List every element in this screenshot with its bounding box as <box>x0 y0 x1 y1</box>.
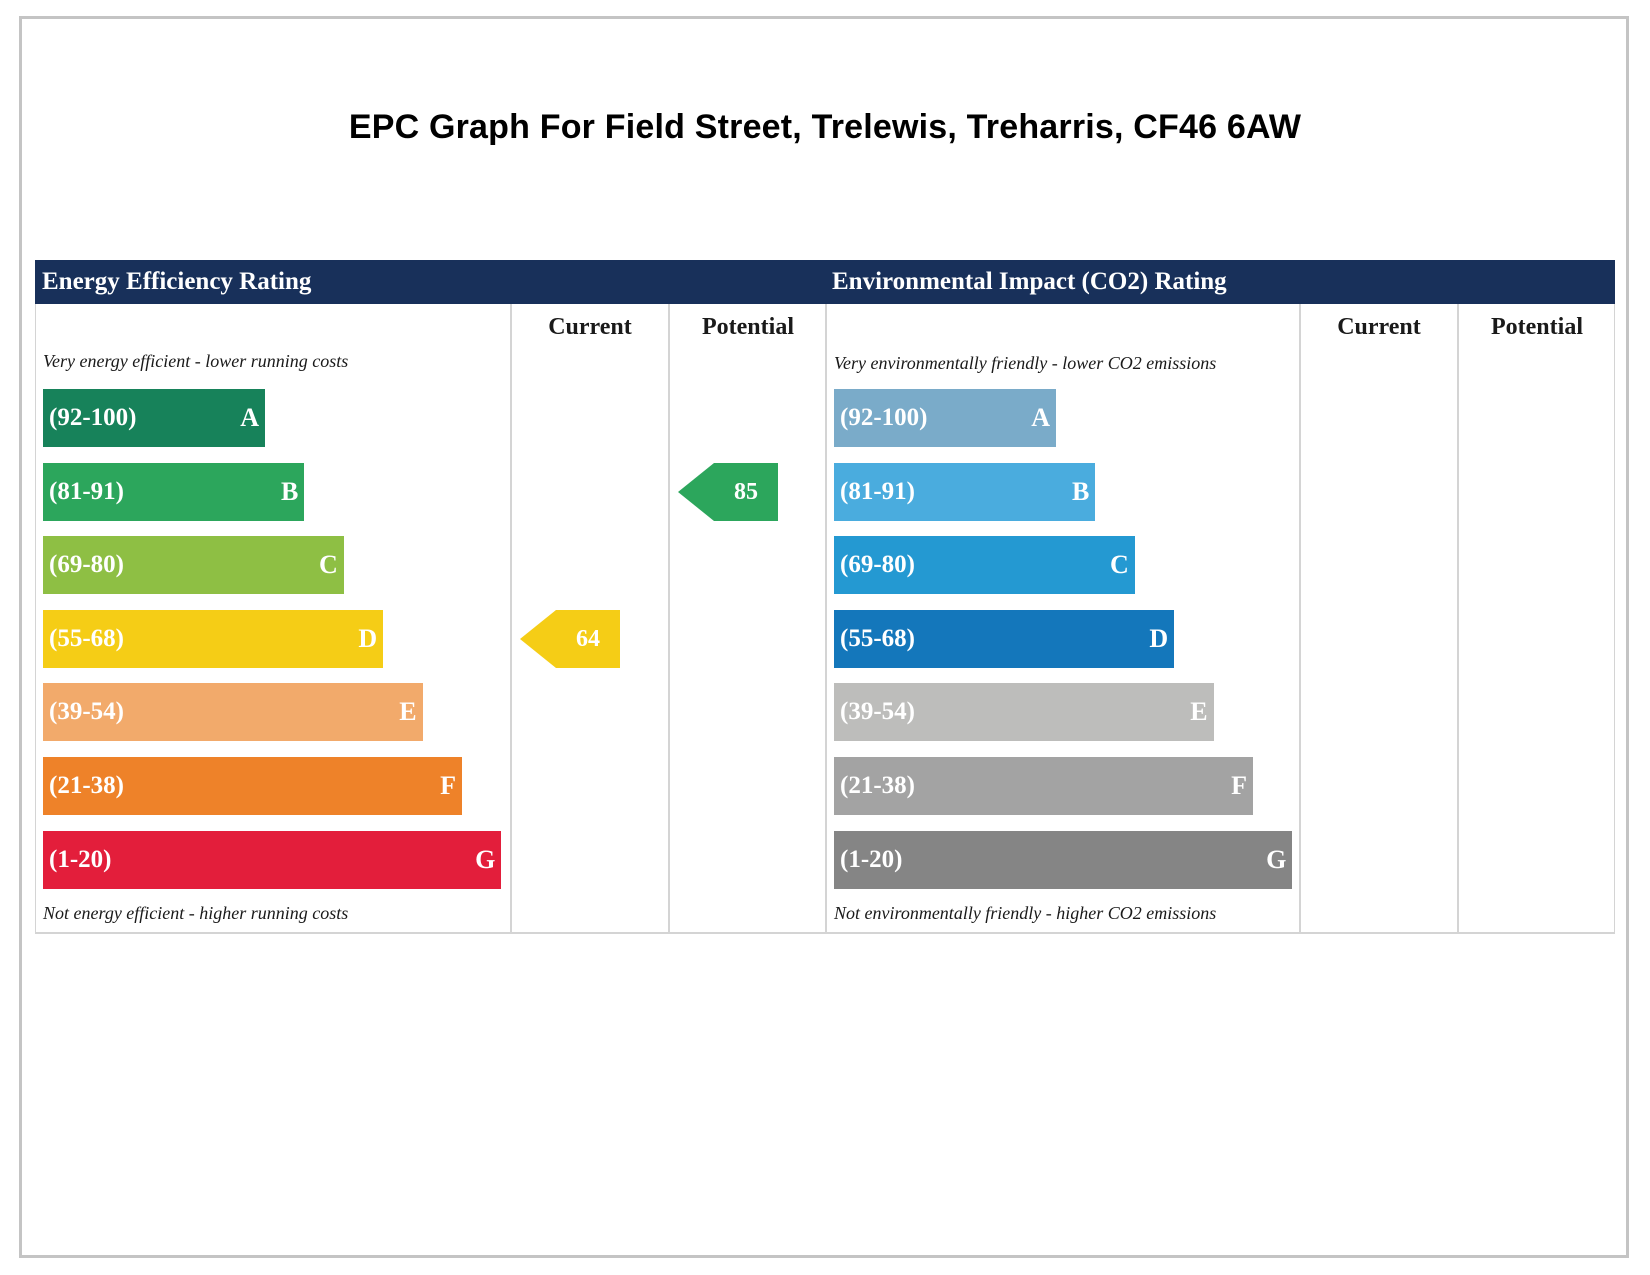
band-letter-label: A <box>1031 403 1050 432</box>
band-b: (81-91) B <box>43 462 305 521</box>
band-range-label: (81-91) <box>49 477 124 505</box>
current-column-divider <box>510 304 512 932</box>
band-range-label: (39-54) <box>840 698 915 726</box>
band-range-label: (21-38) <box>49 772 124 799</box>
bottom-note: Not environmentally friendly - higher CO… <box>834 903 1217 923</box>
band-e: (39-54) E <box>834 683 1214 742</box>
band-range-label: (69-80) <box>49 551 124 579</box>
potential-column-divider <box>1457 304 1459 932</box>
band-letter-label: C <box>1110 550 1129 580</box>
top-note: Very environmentally friendly - lower CO… <box>834 353 1217 373</box>
potential-arrow-shape <box>678 462 778 521</box>
band-letter-label: F <box>440 771 456 800</box>
energy-efficiency-panel: Current Potential Very energy efficient … <box>35 304 826 934</box>
band-letter-label: B <box>1072 476 1090 506</box>
potential-rating-value: 85 <box>734 478 758 505</box>
energy-efficiency-heading: Energy Efficiency Rating <box>42 268 312 295</box>
current-rating-value: 64 <box>576 625 600 652</box>
band-g: (1-20) G <box>43 830 502 889</box>
band-range-label: (55-68) <box>49 624 124 652</box>
potential-column-header: Potential <box>1491 314 1583 340</box>
bottom-note: Not energy efficient - higher running co… <box>43 903 349 923</box>
band-letter-label: D <box>1149 623 1169 653</box>
band-letter-label: G <box>475 844 496 874</box>
band-letter-label: E <box>399 697 417 727</box>
band-f: (21-38) F <box>834 757 1253 815</box>
band-f: (21-38) F <box>43 757 462 815</box>
band-range-label: (1-20) <box>840 845 903 873</box>
band-g: (1-20) G <box>834 830 1293 889</box>
band-letter-label: C <box>319 550 338 580</box>
band-range-label: (92-100) <box>840 404 928 431</box>
band-letter-label: B <box>281 476 299 506</box>
band-letter-label: E <box>1190 697 1208 727</box>
band-letter-label: G <box>1266 844 1287 874</box>
band-a: (92-100) A <box>43 389 265 447</box>
band-d: (55-68) D <box>834 609 1175 668</box>
potential-rating-arrow: 85 <box>678 462 778 521</box>
band-letter-label: F <box>1231 771 1247 800</box>
band-range-label: (81-91) <box>840 477 915 505</box>
current-arrow-shape <box>520 609 620 668</box>
header-bar: Energy Efficiency Rating Environmental I… <box>35 260 1615 304</box>
band-a: (92-100) A <box>834 389 1056 447</box>
potential-column-divider <box>668 304 670 932</box>
current-column-divider <box>1299 304 1301 932</box>
band-d: (55-68) D <box>43 609 384 668</box>
band-letter-label: A <box>240 403 259 432</box>
environmental-impact-panel: Current Potential Very environmentally f… <box>826 304 1615 934</box>
band-e: (39-54) E <box>43 683 423 742</box>
current-column-header: Current <box>1337 314 1421 340</box>
current-column-header: Current <box>548 314 632 340</box>
band-range-label: (39-54) <box>49 698 124 726</box>
environmental-impact-heading: Environmental Impact (CO2) Rating <box>832 268 1227 295</box>
current-rating-arrow: 64 <box>520 609 620 668</box>
band-range-label: (92-100) <box>49 404 137 431</box>
band-c: (69-80) C <box>43 536 344 595</box>
top-note: Very energy efficient - lower running co… <box>43 351 349 371</box>
band-range-label: (1-20) <box>49 845 112 873</box>
band-range-label: (21-38) <box>840 772 915 799</box>
band-b: (81-91) B <box>834 462 1096 521</box>
potential-column-header: Potential <box>702 314 794 340</box>
band-c: (69-80) C <box>834 536 1135 595</box>
page-title: EPC Graph For Field Street, Trelewis, Tr… <box>348 108 1302 146</box>
band-range-label: (55-68) <box>840 624 915 652</box>
band-letter-label: D <box>358 623 378 653</box>
band-range-label: (69-80) <box>840 551 915 579</box>
